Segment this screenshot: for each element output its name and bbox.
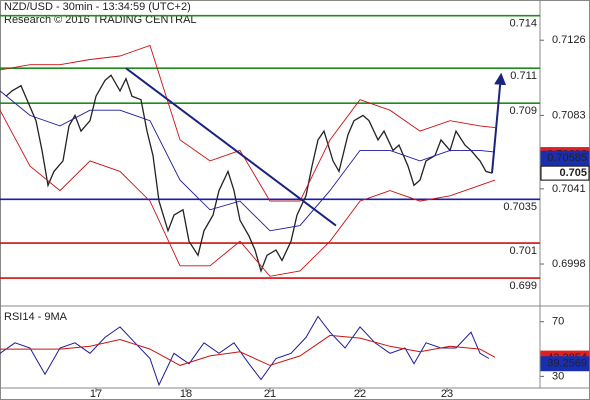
series-line — [0, 44, 496, 202]
value-tag-label: 0.705 — [559, 167, 587, 179]
chart-subtitle: Research © 2016 TRADING CENTRAL — [4, 14, 197, 26]
y-tick-label: 0.7041 — [552, 183, 586, 195]
y-tick-label: 0.7126 — [552, 34, 586, 46]
x-tick-label: 23 — [441, 388, 453, 400]
level-label: 0.709 — [509, 105, 537, 117]
x-tick-label: 17 — [90, 388, 102, 400]
level-label: 0.699 — [509, 280, 537, 292]
y-tick-label: 30 — [552, 370, 564, 382]
value-tag — [540, 165, 590, 181]
level-label: 0.7035 — [503, 201, 537, 213]
value-tag — [540, 356, 590, 372]
level-label: 0.714 — [509, 18, 537, 30]
forecast-arrow — [491, 72, 507, 174]
series-line — [0, 90, 496, 232]
x-tick-label: 21 — [264, 388, 276, 400]
x-tick-label: 18 — [180, 388, 192, 400]
trend-line — [125, 67, 337, 227]
value-tag — [540, 150, 590, 166]
level-label: 0.701 — [509, 245, 537, 257]
chart-title: NZD/USD - 30min - 13:34:59 (UTC+2) — [4, 1, 191, 13]
x-tick-label: 22 — [354, 388, 366, 400]
series-line — [0, 109, 496, 277]
y-tick-label: 70 — [552, 316, 564, 328]
level-label: 0.711 — [510, 70, 537, 82]
value-tag-label: 0.70585 — [547, 152, 587, 164]
panel-title: RSI14 - 9MA — [4, 311, 68, 323]
y-tick-label: 0.6998 — [552, 258, 586, 270]
series-line — [5, 74, 493, 274]
series-line — [0, 334, 496, 366]
series-line — [0, 315, 490, 387]
value-tag-label: 39.2569 — [547, 358, 587, 370]
y-tick-label: 0.7083 — [552, 109, 586, 121]
